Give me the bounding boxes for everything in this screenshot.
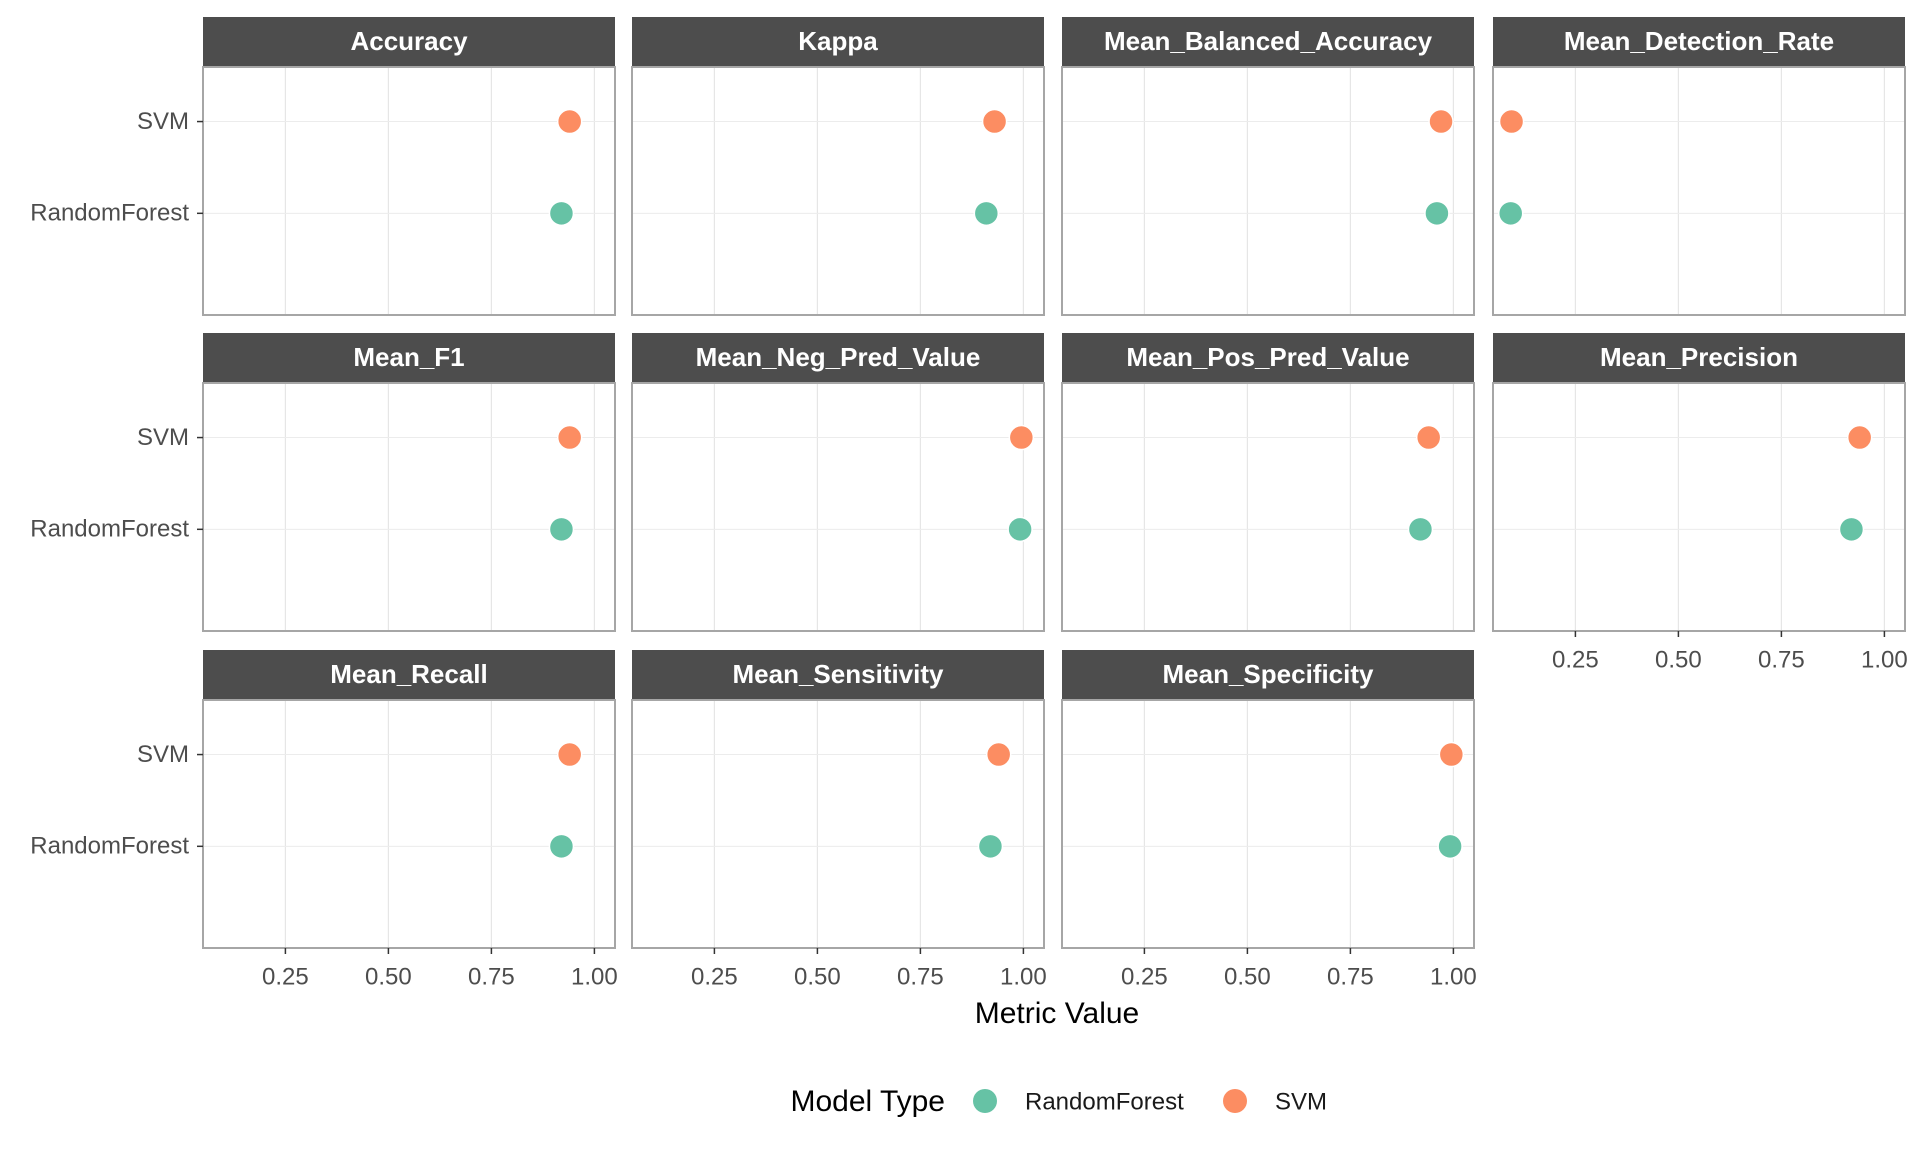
panel-background	[1493, 383, 1905, 631]
x-tick-label: 0.25	[262, 963, 309, 990]
legend-key-svm	[1223, 1089, 1247, 1113]
y-tick-label: SVM	[137, 741, 189, 768]
x-tick-label: 0.50	[794, 963, 841, 990]
legend-label: RandomForest	[1025, 1088, 1184, 1115]
panel-border	[1061, 699, 1475, 949]
data-point-svm	[556, 108, 583, 135]
data-point-svm	[985, 741, 1012, 768]
x-tick-label: 0.25	[691, 963, 738, 990]
legend-label: SVM	[1275, 1088, 1327, 1115]
data-point-randomforest	[1838, 516, 1865, 543]
x-tick-label: 0.75	[468, 963, 515, 990]
facet-strip	[1493, 333, 1905, 383]
data-point-randomforest	[548, 200, 575, 227]
panel-border	[1061, 382, 1475, 632]
x-tick-label: 1.00	[571, 963, 618, 990]
facet-title: Mean_F1	[353, 342, 464, 372]
data-point-randomforest	[548, 516, 575, 543]
data-point-randomforest	[1497, 200, 1524, 227]
facet-title: Mean_Detection_Rate	[1564, 26, 1834, 56]
panel-border	[631, 382, 1045, 632]
facet-strip	[203, 333, 615, 383]
data-point-svm	[1415, 424, 1442, 451]
panel-background	[203, 67, 615, 315]
facet-strip	[1062, 650, 1474, 700]
panel-border	[1492, 66, 1906, 316]
facet-title: Kappa	[798, 26, 878, 56]
facet-title: Mean_Neg_Pred_Value	[696, 342, 981, 372]
panel-background	[1062, 700, 1474, 948]
facet-title: Mean_Precision	[1600, 342, 1798, 372]
y-tick-label: RandomForest	[30, 516, 189, 543]
panel-border	[1061, 66, 1475, 316]
data-point-randomforest	[548, 833, 575, 860]
facet-title: Accuracy	[350, 26, 468, 56]
x-tick-label: 0.25	[1552, 646, 1599, 673]
x-tick-label: 0.50	[365, 963, 412, 990]
facet-strip	[632, 333, 1044, 383]
facet-strip	[203, 650, 615, 700]
facet-strip	[632, 17, 1044, 67]
x-tick-label: 0.25	[1121, 963, 1168, 990]
panel-background	[1062, 383, 1474, 631]
panel-background	[1062, 67, 1474, 315]
data-point-randomforest	[973, 200, 1000, 227]
x-tick-label: 1.00	[1861, 646, 1908, 673]
y-tick-label: SVM	[137, 424, 189, 451]
data-point-svm	[1498, 108, 1525, 135]
facet-strip	[203, 17, 615, 67]
y-tick-label: RandomForest	[30, 200, 189, 227]
facet-strip	[1493, 17, 1905, 67]
facet-title: Mean_Sensitivity	[733, 659, 945, 689]
facet-title: Mean_Recall	[330, 659, 488, 689]
panel-background	[203, 383, 615, 631]
x-axis-title: Metric Value	[975, 997, 1140, 1030]
facet-strip	[1062, 17, 1474, 67]
legend-title: Model Type	[790, 1085, 945, 1118]
data-point-svm	[1846, 424, 1873, 451]
y-tick-label: RandomForest	[30, 833, 189, 860]
data-point-svm	[556, 741, 583, 768]
x-tick-label: 1.00	[1430, 963, 1477, 990]
facet-title: Mean_Pos_Pred_Value	[1126, 342, 1409, 372]
x-tick-label: 0.50	[1655, 646, 1702, 673]
panel-background	[632, 383, 1044, 631]
x-tick-label: 0.75	[897, 963, 944, 990]
data-point-randomforest	[1007, 516, 1033, 543]
panel-border	[1492, 382, 1906, 632]
panel-background	[203, 700, 615, 948]
data-point-randomforest	[1437, 833, 1463, 860]
panel-background	[1493, 67, 1905, 315]
facet-strip	[632, 650, 1044, 700]
data-point-svm	[1008, 424, 1035, 451]
data-point-randomforest	[1424, 200, 1450, 227]
data-point-svm	[981, 108, 1008, 135]
data-point-svm	[1428, 108, 1454, 135]
panel-background	[632, 700, 1044, 948]
panel-border	[631, 66, 1045, 316]
data-point-svm	[1438, 741, 1465, 768]
panel-border	[202, 699, 616, 949]
panel-border	[631, 699, 1045, 949]
facet-strip	[1062, 333, 1474, 383]
x-tick-label: 0.75	[1327, 963, 1374, 990]
panel-border	[202, 66, 616, 316]
y-tick-label: SVM	[137, 108, 189, 135]
facet-title: Mean_Specificity	[1163, 659, 1375, 689]
x-tick-label: 0.50	[1224, 963, 1271, 990]
data-point-randomforest	[1407, 516, 1434, 543]
data-point-randomforest	[977, 833, 1004, 860]
data-point-svm	[556, 424, 583, 451]
panel-background	[632, 67, 1044, 315]
x-tick-label: 1.00	[1000, 963, 1047, 990]
x-tick-label: 0.75	[1758, 646, 1805, 673]
facet-title: Mean_Balanced_Accuracy	[1104, 26, 1433, 56]
legend-key-randomforest	[973, 1089, 997, 1113]
panel-border	[202, 382, 616, 632]
